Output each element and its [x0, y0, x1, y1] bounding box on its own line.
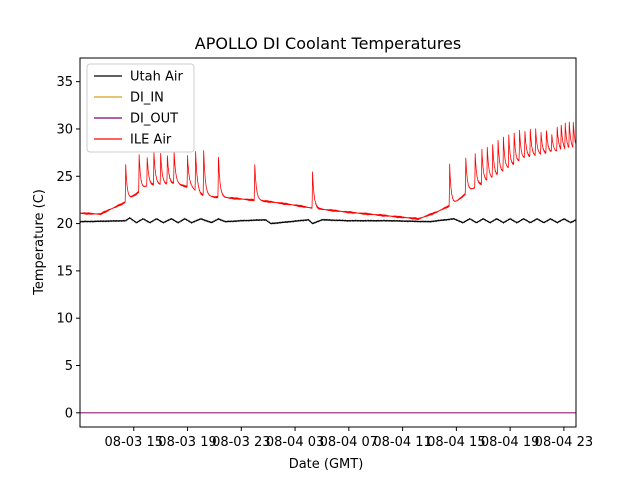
y-tick-label: 5: [65, 359, 73, 374]
legend-label: DI_IN: [130, 91, 164, 106]
y-tick-label: 25: [56, 170, 73, 185]
legend-label: Utah Air: [130, 70, 183, 85]
legend-frame: [86, 63, 195, 153]
x-tick-label: 08-03 15: [105, 435, 163, 450]
y-tick-label: 20: [56, 217, 73, 232]
series-line-ile-air: [79, 121, 577, 220]
x-tick-label: 08-04 11: [373, 435, 431, 450]
y-tick-label: 35: [56, 75, 73, 90]
x-tick-label: 08-03 23: [212, 435, 270, 450]
chart-title: APOLLO DI Coolant Temperatures: [195, 34, 461, 53]
y-tick-label: 30: [56, 122, 73, 137]
plot-frame: [79, 57, 577, 428]
x-tick-label: 08-04 15: [427, 435, 485, 450]
y-tick-label: 10: [56, 312, 73, 327]
y-tick-label: 0: [65, 406, 73, 421]
legend-label: DI_OUT: [130, 112, 178, 127]
x-tick-label: 08-04 03: [266, 435, 324, 450]
series-line-utah-air: [79, 216, 577, 225]
legend-label: ILE Air: [130, 133, 172, 148]
x-tick-label: 08-04 19: [481, 435, 539, 450]
x-tick-label: 08-03 19: [158, 435, 216, 450]
x-tick-label: 08-04 07: [320, 435, 378, 450]
legend: Utah Air DI_IN DI_OUT ILE Air: [86, 63, 195, 153]
series-layer: [79, 121, 577, 414]
y-axis: 0 5 10 15 20 25 30 35: [56, 75, 80, 421]
x-axis-label: Date (GMT): [289, 457, 364, 472]
y-axis-label: Temperature (C): [32, 189, 47, 296]
x-tick-label: 08-04 23: [535, 435, 593, 450]
y-tick-label: 15: [56, 264, 73, 279]
